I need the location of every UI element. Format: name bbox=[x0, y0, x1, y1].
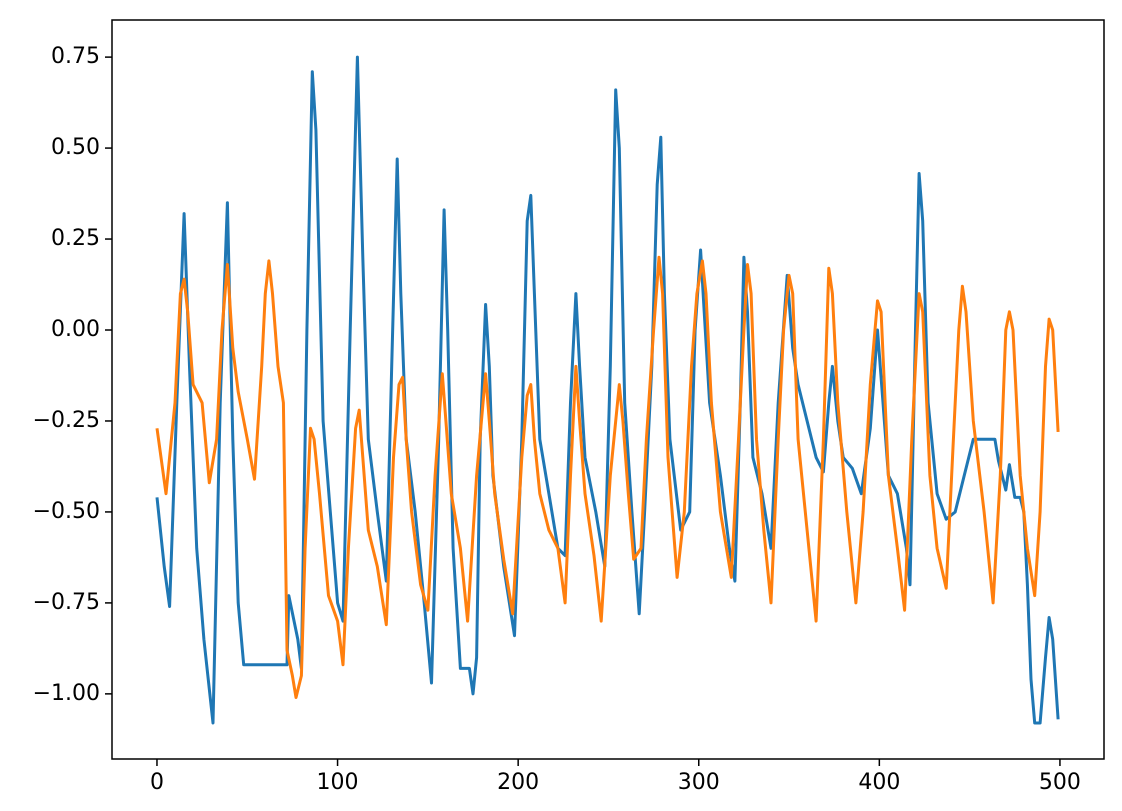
y-tick-label: 0.50 bbox=[51, 135, 100, 160]
y-tick-label: −0.75 bbox=[33, 590, 100, 615]
x-tick-label: 400 bbox=[858, 770, 900, 795]
data-line bbox=[155, 255, 1060, 699]
x-tick-label: 300 bbox=[678, 770, 720, 795]
plot-frame bbox=[111, 19, 1105, 760]
y-tick-label: −1.00 bbox=[33, 681, 100, 706]
y-tick-label: −0.50 bbox=[33, 499, 100, 524]
x-tick-label: 500 bbox=[1039, 770, 1081, 795]
x-tick-label: 100 bbox=[317, 770, 359, 795]
y-tick-label: −0.25 bbox=[33, 408, 100, 433]
y-tick-label: 0.75 bbox=[51, 44, 100, 69]
x-tick-label: 200 bbox=[497, 770, 539, 795]
y-tick-label: 0.25 bbox=[51, 226, 100, 251]
data-line bbox=[155, 55, 1060, 725]
y-tick-label: 0.00 bbox=[51, 317, 100, 342]
x-tick-label: 0 bbox=[150, 770, 164, 795]
